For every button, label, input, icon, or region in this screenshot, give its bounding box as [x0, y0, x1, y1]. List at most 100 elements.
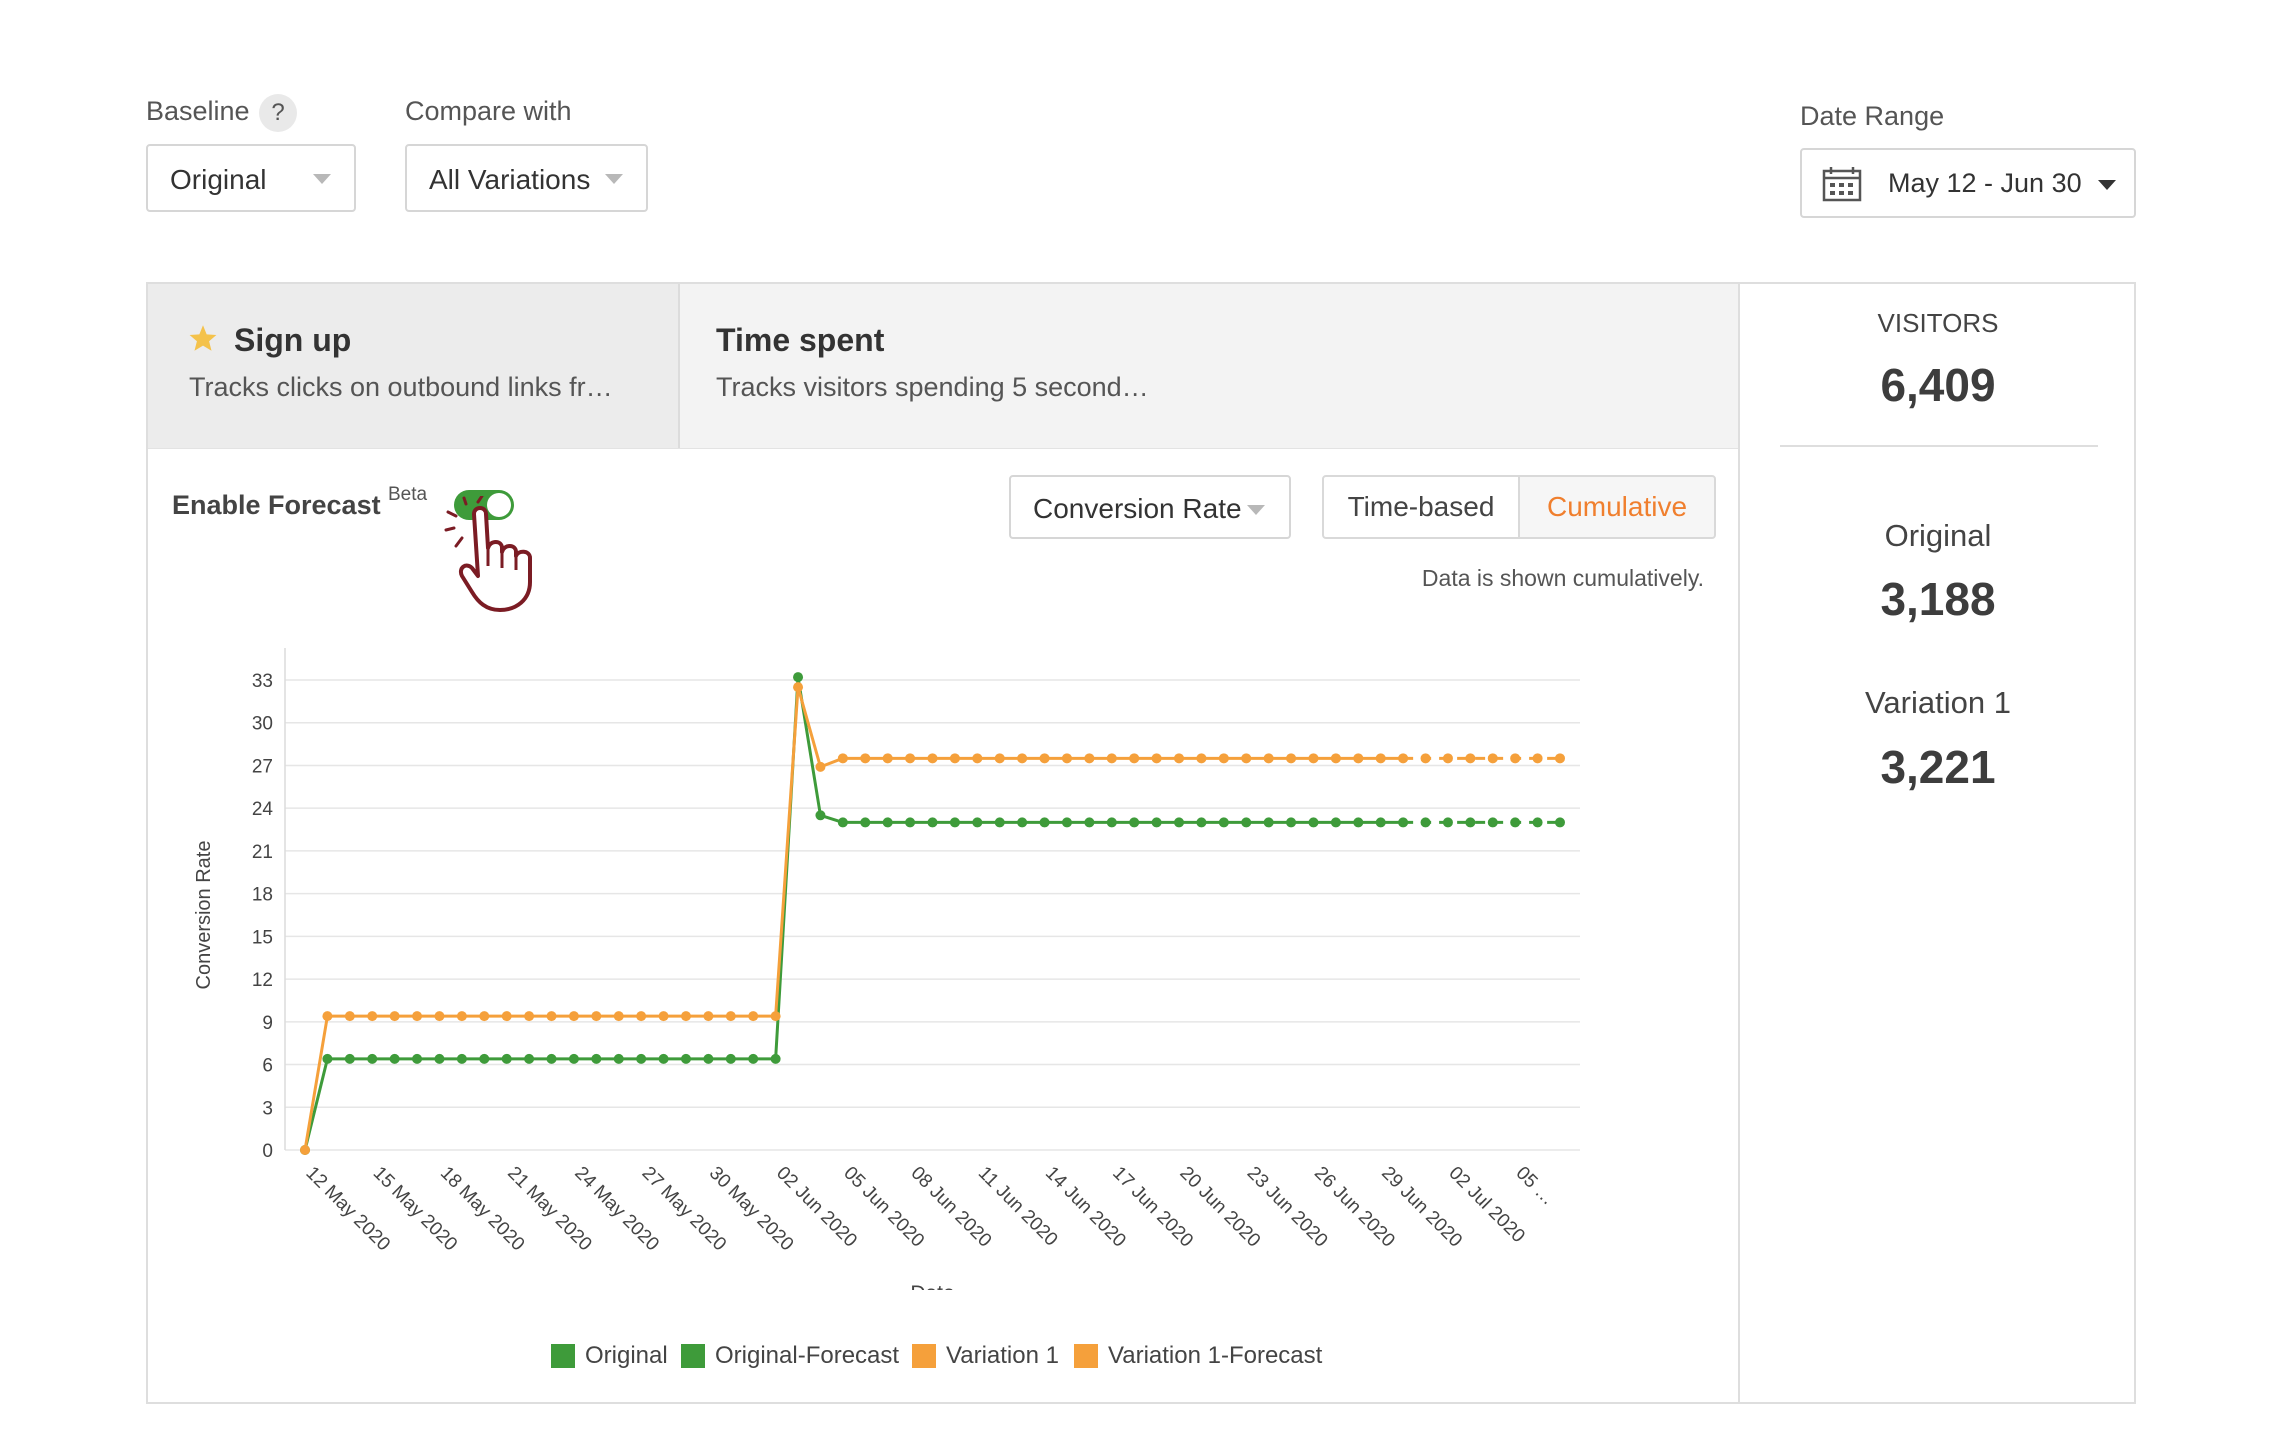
data-point-original-forecast: [1465, 817, 1476, 828]
data-point-variation-1: [1084, 753, 1095, 764]
data-point-variation-1: [1218, 753, 1229, 764]
data-point-variation-1: [412, 1011, 423, 1022]
data-point-original: [1263, 817, 1274, 828]
data-point-original: [1129, 817, 1140, 828]
compare-select[interactable]: All Variations: [405, 144, 648, 212]
goal-tabs: Sign up Tracks clicks on outbound links …: [148, 284, 1738, 449]
legend-label-variation-1[interactable]: Variation 1: [946, 1342, 1059, 1369]
data-point-original-forecast: [1442, 817, 1453, 828]
stats-divider: [1780, 445, 2098, 447]
variation-1-label: Variation 1: [1865, 685, 2011, 720]
data-point-original: [1241, 817, 1252, 828]
data-point-variation-1: [1353, 753, 1364, 764]
data-point-variation-1: [725, 1011, 736, 1022]
y-tick-label: 18: [252, 885, 273, 906]
data-point-variation-1: [524, 1011, 535, 1022]
data-point-variation-1: [344, 1011, 355, 1022]
data-point-variation-1: [1241, 753, 1252, 764]
metric-select[interactable]: Conversion Rate: [1009, 475, 1291, 539]
data-point-original: [1039, 817, 1050, 828]
legend-swatch-original-forecast: [681, 1344, 705, 1368]
data-point-original: [1151, 817, 1162, 828]
data-point-original: [927, 817, 938, 828]
data-point-original: [860, 817, 871, 828]
legend-label-original-forecast[interactable]: Original-Forecast: [715, 1342, 900, 1369]
data-point-variation-1: [793, 682, 804, 693]
data-point-variation-1: [1263, 753, 1274, 764]
original-label: Original: [1884, 518, 1992, 553]
y-tick-label: 21: [252, 842, 273, 863]
star-icon: [188, 324, 218, 357]
data-point-variation-1-forecast: [1487, 753, 1498, 764]
data-point-variation-1: [434, 1011, 445, 1022]
data-point-variation-1: [860, 753, 871, 764]
y-tick-label: 9: [262, 1013, 273, 1034]
data-point-original: [1375, 817, 1386, 828]
y-tick-label: 6: [262, 1056, 273, 1077]
data-point-variation-1: [1017, 753, 1028, 764]
data-point-original: [456, 1053, 467, 1064]
data-point-original: [591, 1053, 602, 1064]
data-point-variation-1-forecast: [1420, 753, 1431, 764]
data-point-variation-1: [568, 1011, 579, 1022]
data-point-variation-1: [972, 753, 983, 764]
y-tick-label: 15: [252, 927, 273, 948]
data-point-variation-1-forecast: [1555, 753, 1565, 764]
goal-title: Sign up: [234, 322, 352, 358]
data-point-original: [994, 817, 1005, 828]
goal-tab-sign-up[interactable]: Sign up Tracks clicks on outbound links …: [148, 284, 678, 448]
pointing-hand-icon: [444, 494, 554, 621]
goal-tab-time-spent[interactable]: Time spent Tracks visitors spending 5 se…: [680, 284, 1738, 448]
data-point-variation-1: [882, 753, 893, 764]
data-point-original: [1084, 817, 1095, 828]
data-point-original: [837, 817, 848, 828]
data-point-original-forecast: [1555, 817, 1565, 828]
data-point-original: [770, 1053, 781, 1064]
data-point-variation-1: [658, 1011, 669, 1022]
data-point-original: [568, 1053, 579, 1064]
legend-label-variation-1-forecast[interactable]: Variation 1-Forecast: [1108, 1342, 1323, 1369]
data-point-original: [905, 817, 916, 828]
time-based-option[interactable]: Time-based: [1322, 475, 1520, 539]
data-point-variation-1: [1308, 753, 1319, 764]
data-point-variation-1: [770, 1011, 781, 1022]
enable-forecast-label: Enable Forecast: [172, 490, 381, 520]
data-point-original: [524, 1053, 535, 1064]
y-tick-label: 3: [262, 1098, 273, 1119]
sidebar-divider: [1738, 284, 1740, 1402]
cumulative-option[interactable]: Cumulative: [1518, 475, 1716, 539]
help-icon[interactable]: ?: [259, 94, 297, 132]
data-point-variation-1-forecast: [1532, 753, 1543, 764]
data-point-original: [972, 817, 983, 828]
data-point-original: [479, 1053, 490, 1064]
baseline-select[interactable]: Original: [146, 144, 356, 212]
data-point-original: [882, 817, 893, 828]
data-point-original-forecast: [1532, 817, 1543, 828]
data-point-original-forecast: [1510, 817, 1521, 828]
data-point-variation-1: [815, 761, 826, 772]
chevron-down-icon: [605, 174, 623, 184]
data-point-original: [1308, 817, 1319, 828]
data-point-variation-1-forecast: [1465, 753, 1476, 764]
data-point-original: [636, 1053, 647, 1064]
data-point-variation-1: [703, 1011, 714, 1022]
chevron-down-icon: [313, 174, 331, 184]
data-point-original: [412, 1053, 423, 1064]
series-line-variation-1: [303, 685, 1404, 1151]
data-point-original: [658, 1053, 669, 1064]
forecast-toggle[interactable]: [454, 490, 514, 520]
y-tick-label: 33: [252, 671, 273, 692]
data-point-variation-1: [1129, 753, 1140, 764]
data-point-original: [434, 1053, 445, 1064]
legend-label-original[interactable]: Original: [585, 1342, 668, 1369]
data-point-original: [501, 1053, 512, 1064]
visitors-value: 6,409: [1880, 359, 1996, 411]
data-point-variation-1: [680, 1011, 691, 1022]
data-point-original: [367, 1053, 378, 1064]
variation-1-visitors: 3,221: [1880, 741, 1996, 793]
data-point-original: [748, 1053, 759, 1064]
data-point-variation-1: [389, 1011, 400, 1022]
goal-report-panel: Sign up Tracks clicks on outbound links …: [146, 282, 2136, 1404]
date-range-select[interactable]: May 12 - Jun 30: [1800, 148, 2136, 218]
data-point-variation-1: [949, 753, 960, 764]
